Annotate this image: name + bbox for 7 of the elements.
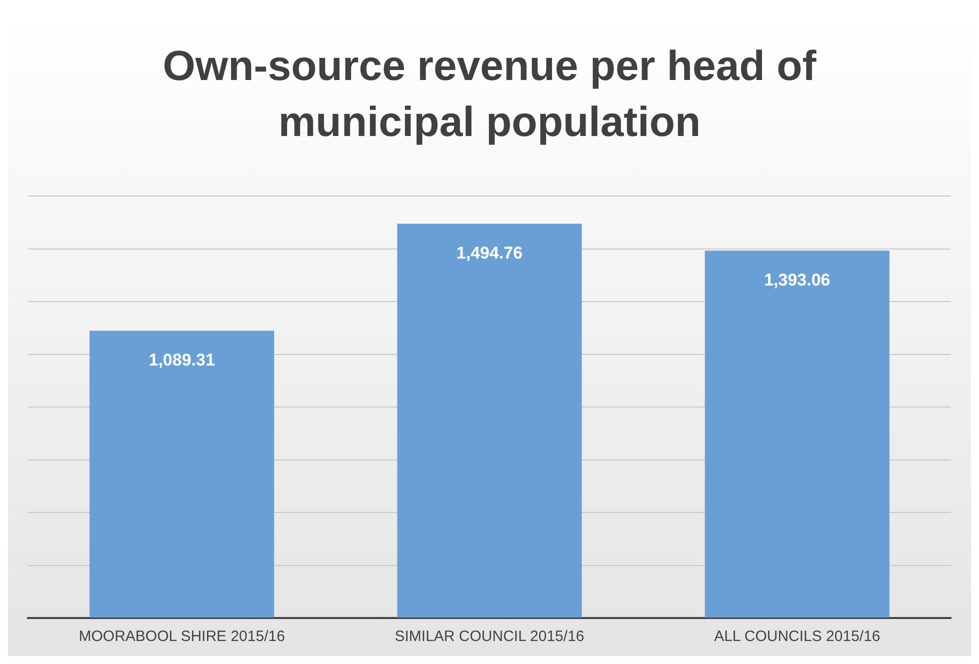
x-tick-label: ALL COUNCILS 2015/16 [714, 628, 880, 646]
chart-title: Own-source revenue per head of municipal population [162, 41, 818, 147]
data-label: 1,393.06 [764, 270, 830, 290]
data-label: 1,494.76 [456, 243, 523, 262]
x-tick-label: SIMILAR COUNCIL 2015/16 [394, 628, 584, 646]
data-label: 1,089.31 [148, 350, 215, 370]
x-tick-label: MOORABOOL SHIRE 2015/16 [78, 628, 285, 646]
